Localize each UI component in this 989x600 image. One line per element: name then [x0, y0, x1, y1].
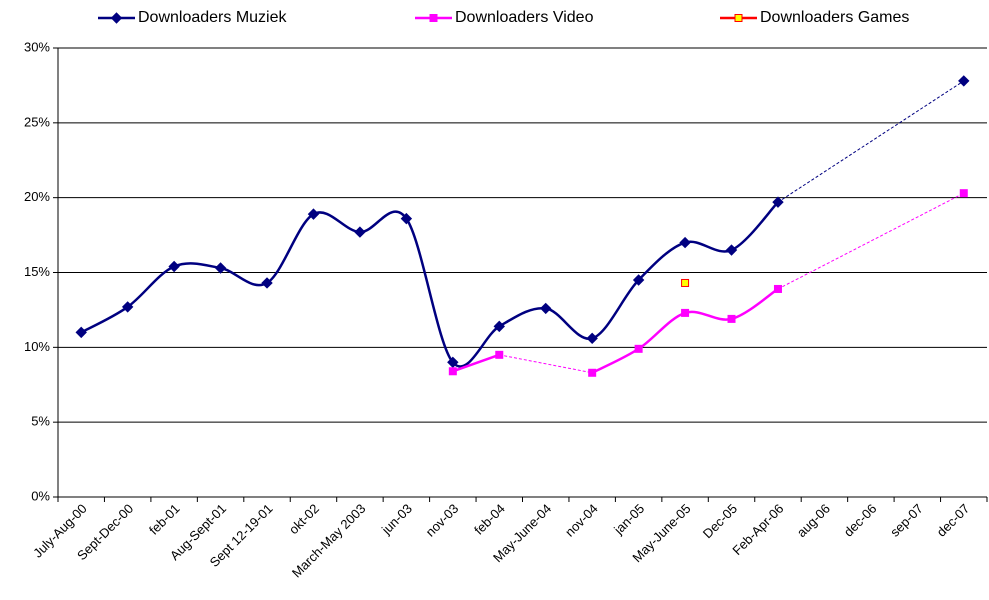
marker [307, 208, 320, 220]
legend-label: Downloaders Games [760, 9, 909, 26]
x-tick-label: feb-01 [146, 501, 183, 538]
marker [772, 196, 784, 208]
y-tick-label: 15% [24, 264, 50, 279]
series-line [452, 353, 500, 373]
x-tick-label: nov-04 [562, 501, 601, 540]
marker [354, 226, 366, 238]
marker [493, 320, 505, 333]
x-tick-label: dec-07 [934, 501, 973, 540]
x-tick-label: sep-07 [887, 501, 926, 540]
marker [588, 368, 597, 377]
marker [400, 212, 413, 225]
gap-connector [777, 80, 965, 203]
marker [634, 344, 643, 353]
marker [679, 236, 691, 249]
x-tick-label: nov-03 [423, 501, 462, 540]
marker [121, 301, 134, 313]
x-tick-label: jun-03 [378, 501, 415, 538]
y-tick-label: 5% [31, 414, 50, 429]
x-tick-label: Dec-05 [700, 501, 740, 541]
series-line [591, 287, 779, 374]
marker [586, 332, 598, 345]
marker [75, 326, 87, 339]
marker [261, 277, 273, 289]
y-tick-label: 10% [24, 339, 50, 354]
x-tick-label: dec-06 [841, 501, 880, 540]
gap-connector [499, 354, 593, 374]
marker [958, 75, 970, 87]
marker [495, 350, 504, 359]
x-tick-label: jan-05 [610, 501, 647, 538]
marker [681, 278, 690, 287]
y-tick-label: 25% [24, 114, 50, 129]
legend-label: Downloaders Muziek [138, 9, 288, 26]
y-tick-label: 20% [24, 189, 50, 204]
marker [448, 367, 457, 376]
marker [429, 14, 438, 22]
gap-connector [777, 192, 965, 290]
marker [727, 314, 736, 323]
marker [773, 284, 782, 293]
y-tick-label: 30% [24, 39, 50, 54]
x-tick-label: aug-06 [794, 501, 833, 540]
marker [214, 262, 227, 274]
y-tick-label: 0% [31, 488, 50, 503]
x-tick-label: okt-02 [286, 501, 322, 537]
marker [725, 244, 738, 256]
marker [959, 189, 968, 198]
legend-label: Downloaders Video [455, 9, 594, 26]
marker [681, 308, 690, 317]
marker [734, 14, 743, 22]
x-tick-label: feb-04 [471, 501, 508, 538]
marker [632, 274, 645, 286]
marker [110, 12, 123, 24]
marker [540, 302, 552, 315]
series-line [80, 201, 779, 368]
marker [168, 260, 180, 273]
